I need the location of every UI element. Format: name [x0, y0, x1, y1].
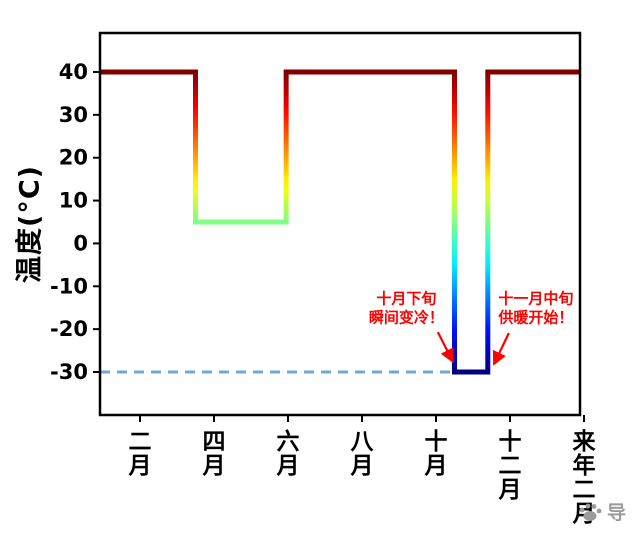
paw-icon — [579, 503, 602, 521]
x-tick-label: 十月 — [424, 429, 448, 479]
plot-frame — [98, 31, 582, 417]
annotation-arrow — [492, 332, 510, 366]
y-tick-label: -30 — [50, 360, 88, 384]
y-tick-label: 30 — [59, 103, 88, 127]
y-tick-label: -10 — [50, 274, 88, 298]
watermark: 导 — [577, 498, 626, 525]
x-tick-label: 八月 — [350, 429, 375, 479]
x-tick-label: 二月 — [128, 429, 152, 479]
annotation-arrow — [436, 331, 454, 364]
x-tick-label: 来年二月 — [572, 429, 597, 527]
x-tick-label: 十二月 — [498, 429, 522, 503]
y-tick-label: 10 — [59, 189, 88, 213]
y-tick-label: 0 — [73, 231, 88, 255]
annotation-text: 十一月中旬供暖开始！ — [497, 289, 573, 326]
y-axis-label: 温度(°C) — [14, 165, 46, 283]
x-tick-label: 四月 — [202, 429, 226, 479]
y-tick-label: -20 — [50, 317, 88, 341]
y-tick-label: 40 — [59, 60, 88, 84]
annotation-text: 十月下旬瞬间变冷！ — [369, 289, 444, 326]
watermark-text: 导 — [606, 502, 626, 524]
x-tick-label: 六月 — [276, 429, 300, 479]
y-tick-label: 20 — [59, 146, 88, 170]
